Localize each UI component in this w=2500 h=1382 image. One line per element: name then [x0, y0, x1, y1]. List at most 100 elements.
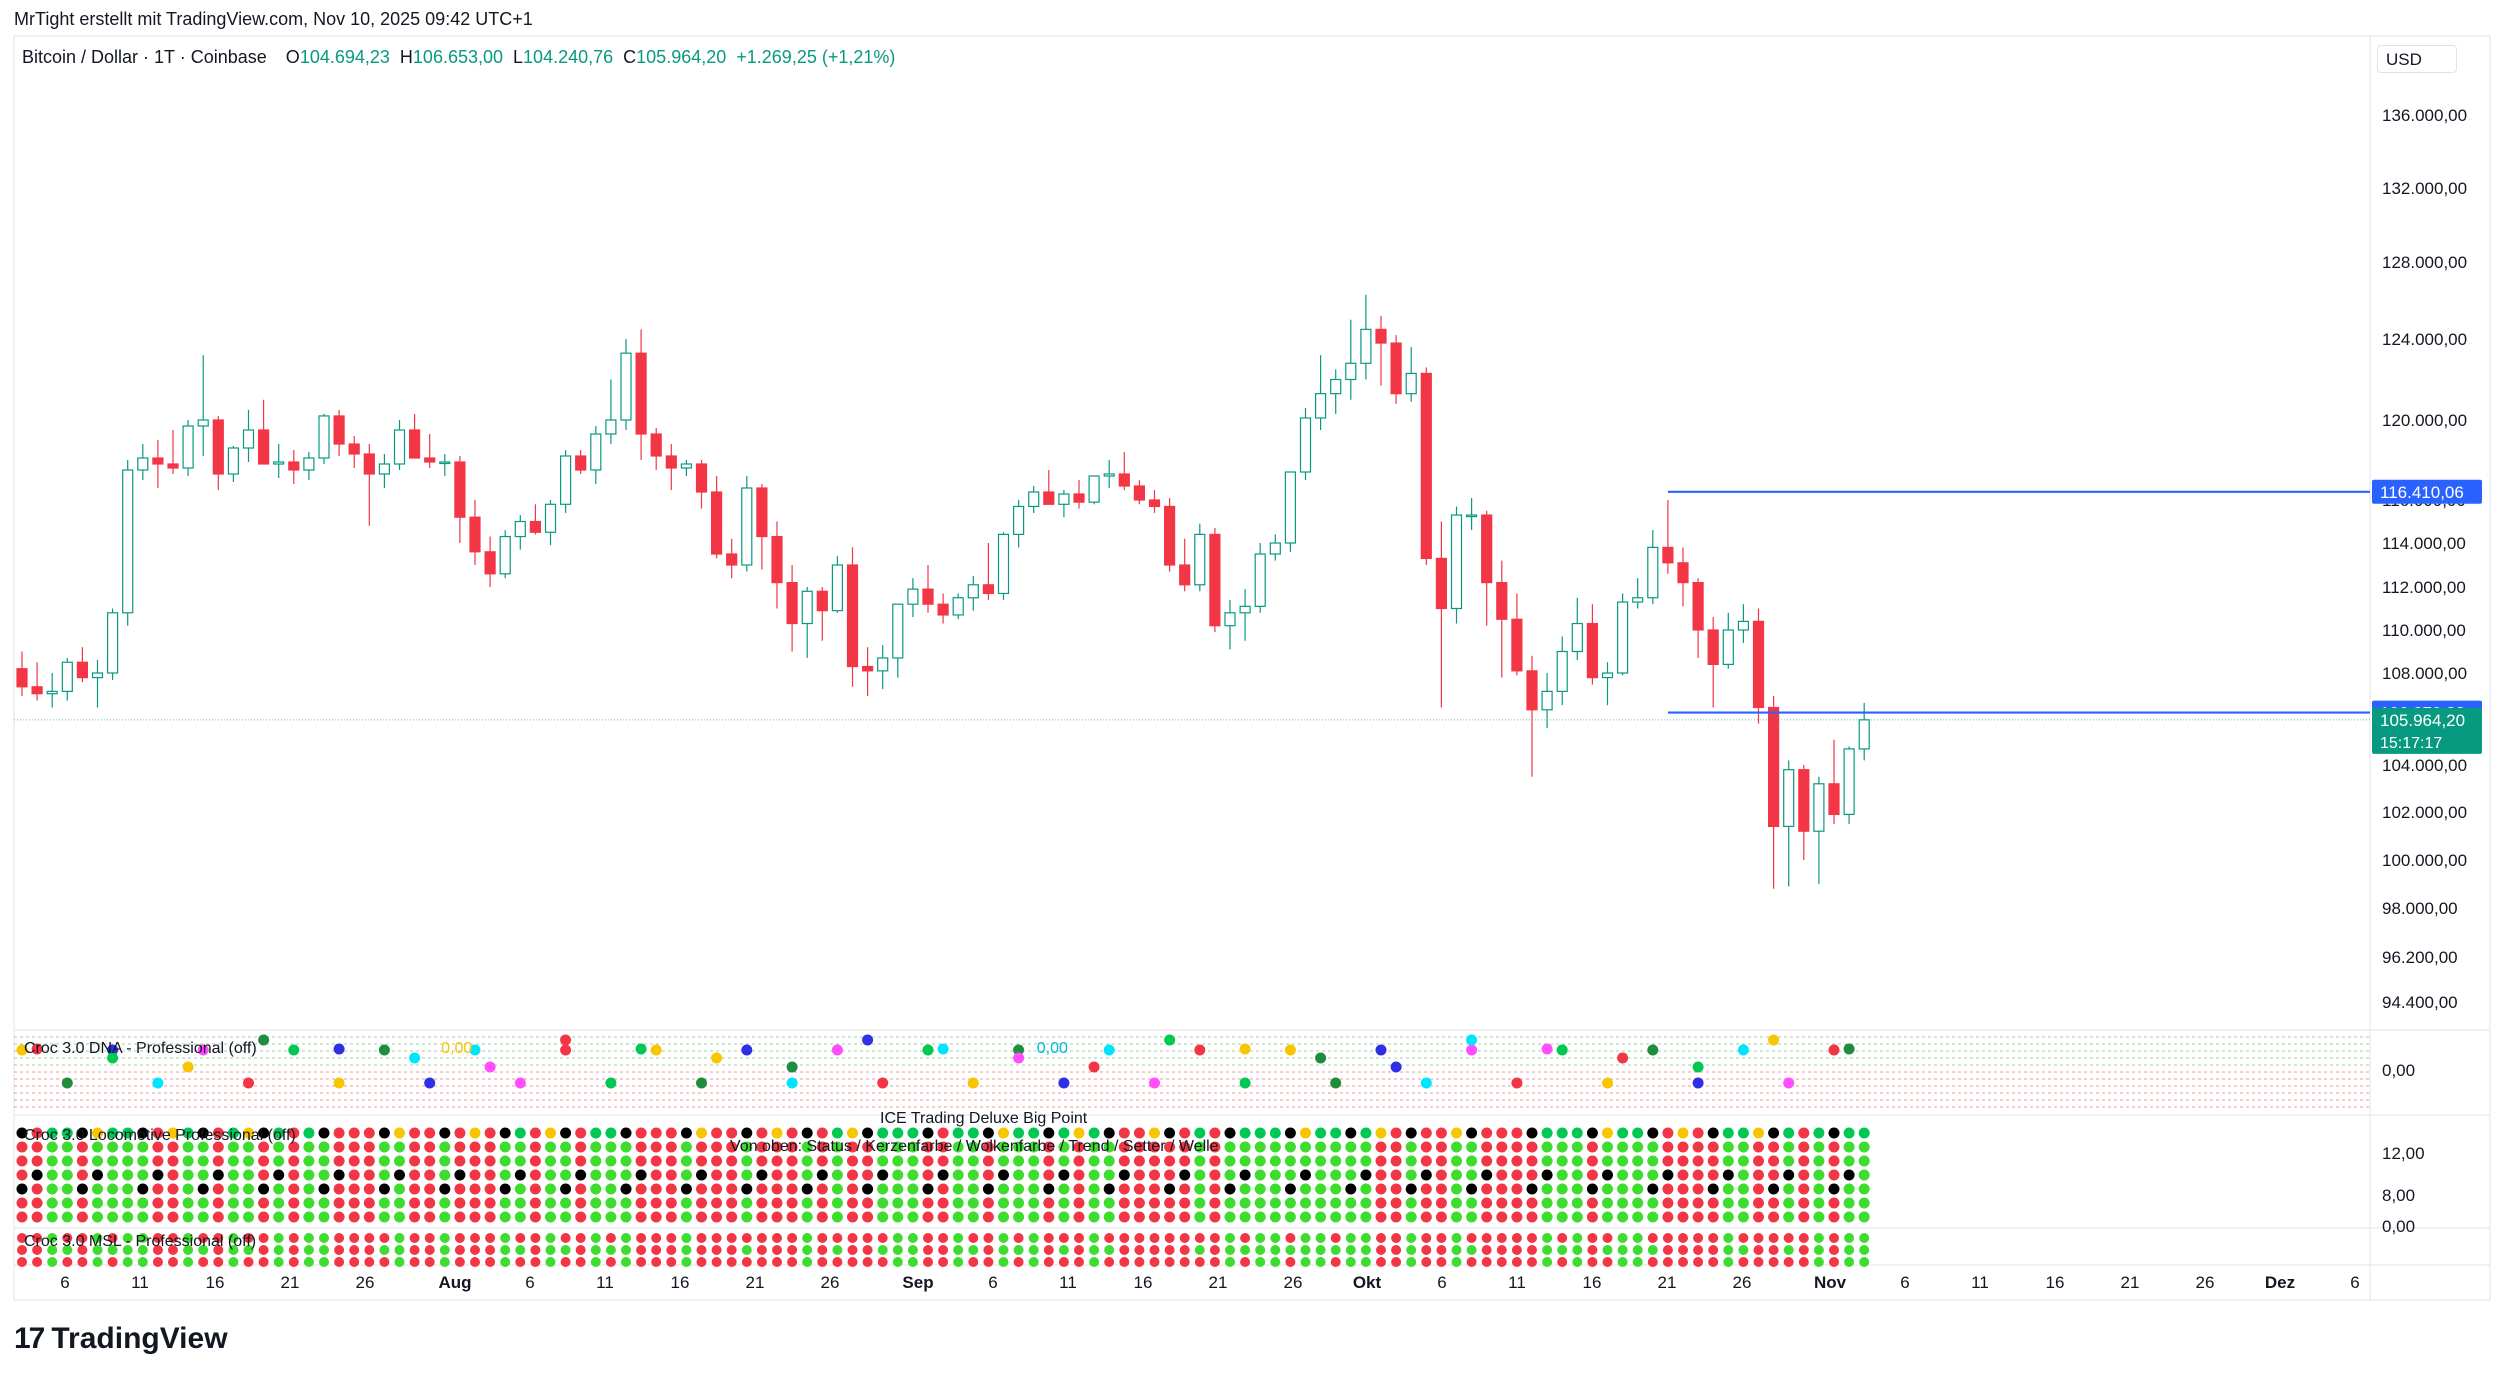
candle-body[interactable] — [831, 564, 844, 612]
candle-body[interactable] — [544, 503, 557, 533]
candle-body[interactable] — [318, 415, 330, 459]
candle-body[interactable] — [1752, 620, 1765, 709]
candle-body[interactable] — [1314, 393, 1327, 419]
candle-body[interactable] — [1632, 597, 1644, 603]
candle-body[interactable] — [227, 447, 239, 475]
candle-body[interactable] — [137, 457, 149, 471]
candle-body[interactable] — [726, 553, 738, 566]
candle-body[interactable] — [1601, 672, 1614, 679]
symbol-name[interactable]: Bitcoin / Dollar · 1T · Coinbase — [22, 47, 267, 67]
candle-body[interactable] — [861, 665, 874, 672]
candle-body[interactable] — [1692, 581, 1704, 631]
candle-body[interactable] — [1662, 546, 1674, 564]
candle-body[interactable] — [439, 461, 451, 465]
candle-body[interactable] — [348, 443, 360, 455]
candle-body[interactable] — [1616, 601, 1629, 674]
candle-body[interactable] — [122, 469, 134, 614]
candle-body[interactable] — [1737, 620, 1750, 631]
candle-body[interactable] — [106, 612, 119, 674]
candle-body[interactable] — [1813, 783, 1825, 832]
candle-body[interactable] — [590, 433, 602, 471]
candle-body[interactable] — [1133, 485, 1146, 501]
candle-body[interactable] — [1088, 475, 1100, 503]
candle-body[interactable] — [1571, 622, 1583, 653]
candle-body[interactable] — [575, 455, 587, 471]
candle-body[interactable] — [91, 672, 104, 679]
candle-body[interactable] — [922, 588, 934, 605]
candle-body[interactable] — [756, 487, 768, 538]
candle-body[interactable] — [1058, 493, 1070, 505]
candle-body[interactable] — [1239, 605, 1251, 614]
candle-body[interactable] — [1345, 362, 1357, 381]
candle-body[interactable] — [1677, 562, 1689, 584]
candle-body[interactable] — [1148, 499, 1161, 508]
candle-body[interactable] — [46, 690, 58, 695]
tradingview-logo[interactable]: 17 TradingView — [14, 1322, 228, 1356]
candle-body[interactable] — [680, 463, 693, 469]
candle-body[interactable] — [514, 520, 526, 538]
candle-body[interactable] — [907, 588, 919, 605]
candle-body[interactable] — [303, 457, 315, 471]
candle-body[interactable] — [1209, 533, 1221, 627]
candle-body[interactable] — [167, 463, 179, 469]
candle-body[interactable] — [1012, 505, 1025, 536]
candle-body[interactable] — [1179, 564, 1191, 586]
candle-body[interactable] — [605, 419, 617, 435]
candle-body[interactable] — [1526, 670, 1538, 711]
candle-body[interactable] — [952, 597, 964, 616]
candle-body[interactable] — [877, 657, 889, 672]
candle-body[interactable] — [1405, 372, 1417, 395]
candle-body[interactable] — [801, 590, 813, 625]
candle-body[interactable] — [1843, 748, 1855, 816]
candle-body[interactable] — [1194, 533, 1206, 586]
candle-body[interactable] — [1375, 328, 1387, 344]
candle-body[interactable] — [1360, 328, 1372, 364]
candle-body[interactable] — [1118, 473, 1130, 487]
candle-body[interactable] — [1420, 372, 1432, 559]
candle-body[interactable] — [771, 535, 783, 584]
candle-body[interactable] — [529, 520, 542, 533]
candle-body[interactable] — [363, 453, 375, 475]
candle-body[interactable] — [16, 668, 28, 688]
candle-body[interactable] — [1541, 690, 1553, 711]
candle-body[interactable] — [212, 419, 224, 475]
candle-body[interactable] — [695, 463, 708, 493]
candle-body[interactable] — [1330, 378, 1342, 395]
candle-body[interactable] — [710, 491, 723, 555]
candle-body[interactable] — [1798, 769, 1810, 832]
candle-body[interactable] — [378, 463, 390, 475]
candle-body[interactable] — [1465, 514, 1478, 518]
candle-body[interactable] — [786, 581, 798, 625]
candle-body[interactable] — [967, 584, 979, 599]
candle-body[interactable] — [982, 584, 995, 595]
candle-body[interactable] — [1435, 557, 1448, 610]
candle-body[interactable] — [1511, 618, 1523, 672]
candle-body[interactable] — [1828, 783, 1840, 815]
candle-body[interactable] — [665, 455, 677, 469]
candle-body[interactable] — [182, 425, 194, 469]
currency-selector[interactable]: USD — [2377, 45, 2457, 73]
candle-body[interactable] — [1647, 546, 1659, 599]
candle-body[interactable] — [333, 415, 345, 445]
candle-body[interactable] — [258, 429, 270, 465]
candle-body[interactable] — [620, 352, 632, 421]
candle-body[interactable] — [1390, 342, 1402, 395]
candle-body[interactable] — [1556, 650, 1568, 693]
candle-body[interactable] — [469, 516, 481, 553]
candle-body[interactable] — [273, 461, 285, 465]
candle-body[interactable] — [1707, 629, 1719, 666]
candle-body[interactable] — [76, 661, 89, 679]
candle-body[interactable] — [1284, 471, 1297, 544]
candle-body[interactable] — [997, 533, 1010, 595]
candle-body[interactable] — [197, 419, 209, 427]
candle-body[interactable] — [1043, 491, 1055, 505]
candle-body[interactable] — [741, 487, 753, 566]
candle-body[interactable] — [892, 603, 904, 659]
candle-body[interactable] — [1586, 622, 1599, 679]
candle-body[interactable] — [484, 551, 496, 575]
candle-body[interactable] — [1254, 553, 1266, 607]
candle-body[interactable] — [31, 686, 43, 695]
candle-body[interactable] — [1767, 706, 1780, 828]
candle-body[interactable] — [1858, 719, 1870, 750]
